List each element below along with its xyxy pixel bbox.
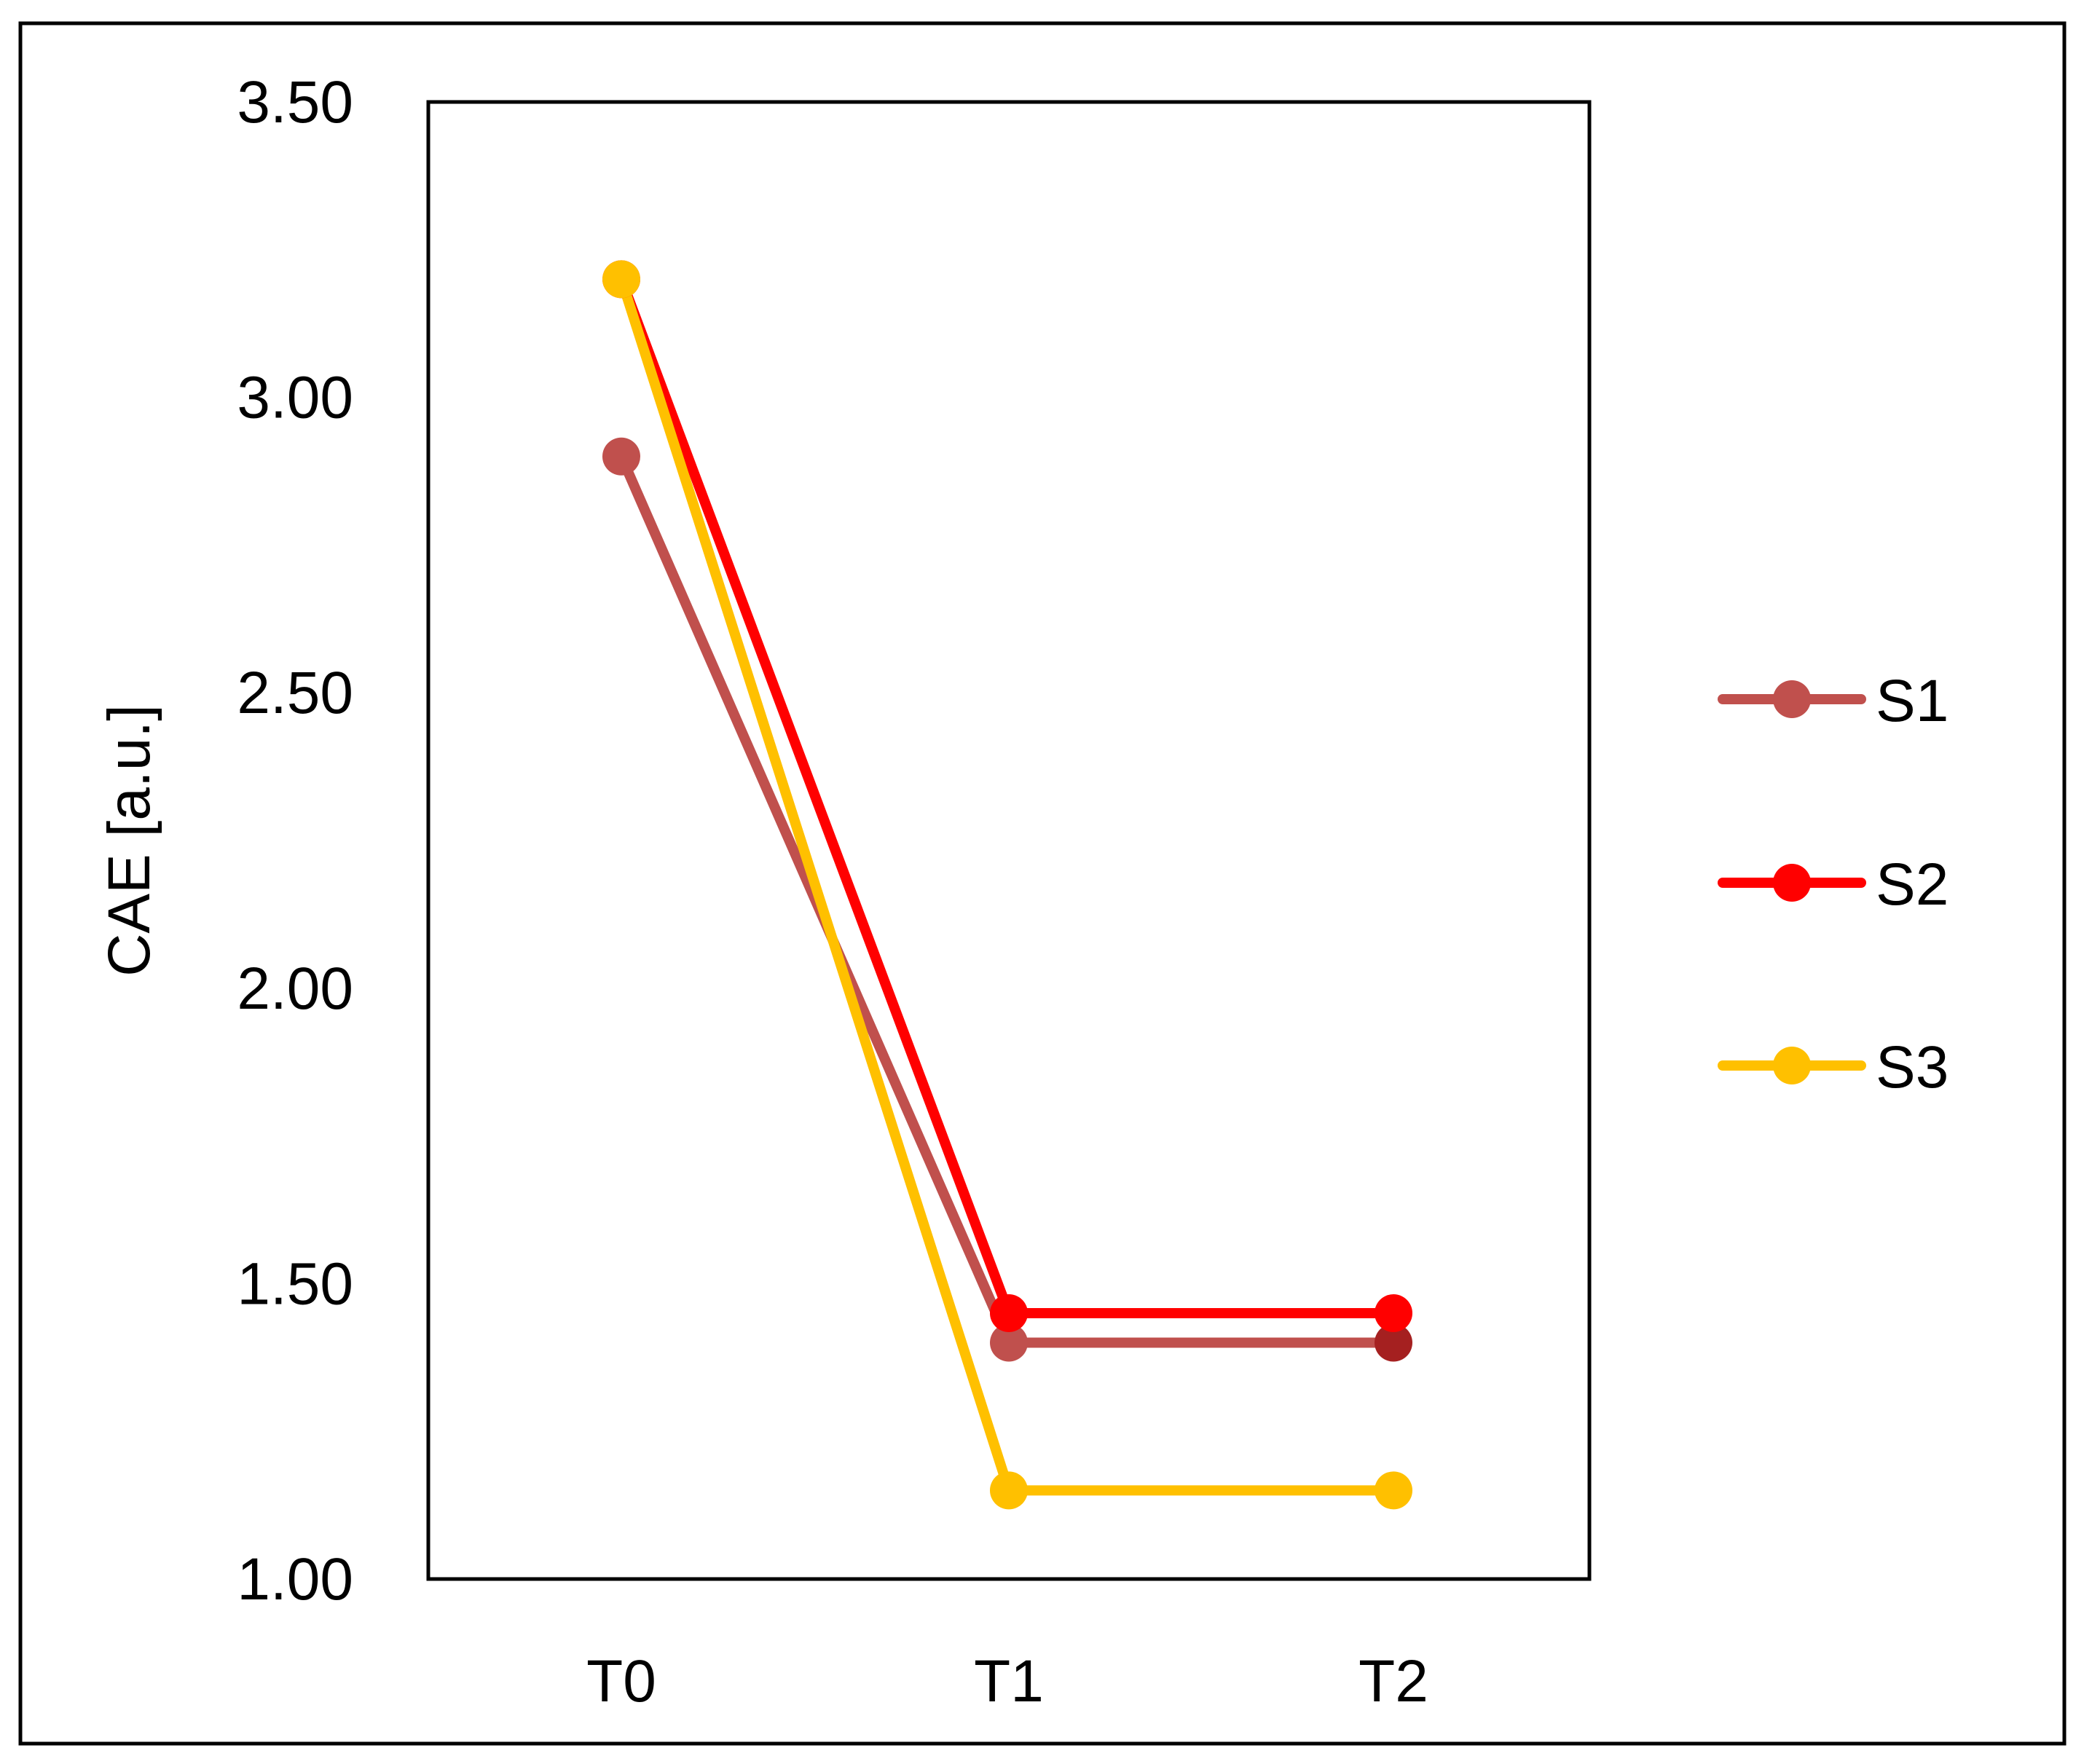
point-s1-t0 — [602, 437, 640, 476]
point-s2-t2 — [1375, 1294, 1412, 1332]
legend-marker-s3 — [1773, 1047, 1811, 1084]
point-s2-t1 — [990, 1294, 1028, 1332]
legend: S1 S2 S3 — [1718, 668, 1949, 1100]
x-tick-label: T2 — [1358, 1648, 1428, 1714]
y-tick-label: 1.50 — [237, 1251, 353, 1317]
x-axis-ticks: T0 T1 T2 — [586, 1648, 1428, 1714]
legend-label-s2: S2 — [1876, 851, 1949, 918]
y-tick-label: 1.00 — [237, 1546, 353, 1613]
point-s3-t0 — [602, 260, 640, 299]
y-tick-label: 2.00 — [237, 956, 353, 1022]
point-s3-t2 — [1375, 1471, 1412, 1510]
legend-item-s3: S3 — [1718, 1034, 1949, 1100]
point-s1-t2 — [1375, 1323, 1412, 1362]
y-tick-label: 3.00 — [237, 365, 353, 431]
legend-item-s2: S2 — [1718, 851, 1949, 918]
y-axis-ticks: 1.00 1.50 2.00 2.50 3.00 3.50 — [237, 69, 353, 1613]
x-tick-label: T1 — [974, 1648, 1044, 1714]
legend-marker-s1 — [1773, 680, 1811, 718]
legend-label-s1: S1 — [1876, 668, 1949, 734]
x-tick-label: T0 — [586, 1648, 656, 1714]
y-axis-title: CAE [a.u.] — [96, 704, 162, 977]
y-tick-label: 2.50 — [237, 660, 353, 726]
legend-marker-s2 — [1773, 864, 1811, 902]
y-tick-label: 3.50 — [237, 69, 353, 135]
series-markers — [602, 260, 1412, 1510]
legend-label-s3: S3 — [1876, 1034, 1949, 1100]
point-s3-t1 — [990, 1471, 1028, 1510]
legend-item-s1: S1 — [1718, 668, 1949, 734]
point-s1-t1 — [990, 1323, 1028, 1362]
